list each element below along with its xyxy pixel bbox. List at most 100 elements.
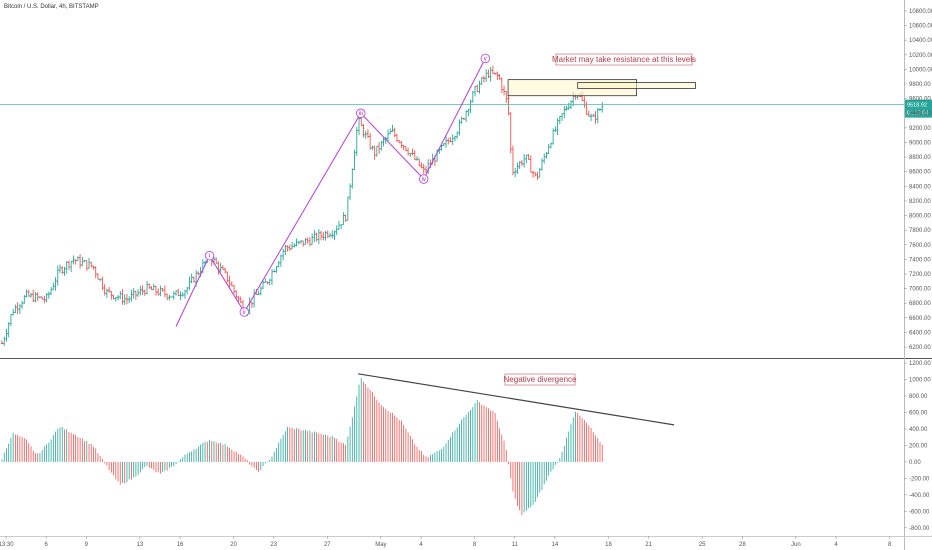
price-candle	[554, 126, 557, 133]
price-candle	[418, 158, 421, 167]
price-candle	[270, 269, 274, 285]
price-candle	[58, 264, 62, 273]
price-candle	[516, 162, 519, 174]
price-candle	[342, 212, 345, 226]
histogram-axis-label: 800.00	[909, 394, 928, 400]
price-candle	[464, 110, 468, 123]
price-candle	[339, 224, 343, 229]
time-axis-label: 27	[324, 542, 331, 548]
price-candle	[132, 288, 135, 299]
price-candle	[78, 254, 82, 269]
price-candle	[324, 231, 327, 241]
price-candle	[38, 296, 42, 299]
price-candle	[286, 245, 289, 252]
price-candle	[496, 71, 499, 80]
wave-label-i: i	[204, 251, 215, 261]
price-candle	[391, 124, 394, 133]
price-axis-label: 7400.00	[909, 257, 931, 263]
price-candle	[20, 300, 24, 309]
price-candle	[290, 241, 294, 250]
divergence-annotation-box	[504, 373, 576, 386]
price-candle	[226, 271, 229, 283]
price-candle	[447, 137, 450, 145]
price-candle	[382, 136, 385, 147]
divergence-annotation: Negative divergence	[504, 373, 577, 386]
time-axis-label: 23	[270, 542, 277, 548]
price-candle	[368, 133, 372, 150]
price-axis-label: 8800.00	[909, 155, 931, 161]
price-axis-label: 6400.00	[909, 330, 931, 336]
price-candle	[119, 291, 122, 300]
price-candle	[257, 290, 260, 295]
price-candle	[143, 289, 147, 296]
current-price-label: 9518.92	[907, 103, 927, 109]
elliott-wave-path	[175, 58, 486, 327]
wave-label-text: v	[484, 56, 487, 62]
price-candle	[52, 282, 55, 290]
price-candle	[114, 296, 117, 302]
wave-label-text: iv	[422, 177, 426, 183]
price-candle	[90, 261, 93, 268]
price-candle	[420, 162, 423, 169]
price-candle	[563, 105, 566, 119]
time-axis-label: 11	[512, 542, 519, 548]
price-candle	[400, 140, 403, 149]
price-candle	[54, 277, 57, 291]
time-axis-label: 21	[645, 542, 652, 548]
price-candle	[373, 145, 376, 160]
price-candle	[473, 86, 477, 97]
wave-label-circle	[480, 53, 491, 64]
price-axis-label: 10000.00	[909, 67, 932, 73]
price-candle	[531, 170, 535, 178]
price-candle	[264, 278, 267, 283]
price-candle	[16, 302, 19, 315]
price-candle	[413, 150, 416, 161]
price-candle	[221, 265, 225, 270]
price-candle	[313, 230, 316, 243]
wave-label-ii: ii	[239, 307, 250, 317]
price-candle	[302, 240, 305, 247]
countdown-label: 01:17:04	[907, 111, 928, 117]
price-candle	[34, 291, 37, 303]
price-candle	[239, 296, 242, 303]
resistance-annotation-text: Market may take resistance at this level…	[552, 55, 696, 64]
wave-label-circle	[204, 251, 215, 261]
time-axis-label: 6	[45, 542, 49, 548]
price-candle	[395, 133, 399, 142]
time-axis-label: 13:30	[0, 542, 14, 548]
price-candle	[130, 289, 133, 302]
price-candle	[462, 117, 466, 120]
price-candle	[170, 296, 173, 298]
price-candle	[487, 69, 490, 79]
price-candle	[565, 106, 568, 111]
price-candle	[181, 292, 184, 297]
price-axis-label: 7200.00	[909, 272, 931, 278]
time-axis-label: 8	[473, 542, 477, 548]
price-candle	[587, 110, 591, 117]
price-candle	[87, 258, 91, 269]
price-candle	[326, 230, 329, 239]
price-candle	[393, 127, 396, 138]
price-candle	[478, 80, 481, 94]
time-axis-label: 13	[137, 542, 144, 548]
wave-label-v: v	[480, 53, 491, 64]
price-candle	[540, 158, 544, 171]
price-candle	[415, 156, 419, 161]
price-candle	[455, 131, 459, 139]
price-candle	[491, 65, 495, 75]
price-candle	[161, 287, 164, 292]
price-candle	[460, 116, 463, 124]
price-candle	[344, 214, 347, 222]
price-candle	[596, 107, 599, 124]
histogram-bars	[1, 378, 603, 516]
price-axis-label: 10200.00	[909, 53, 932, 59]
price-candle	[96, 273, 100, 280]
price-candle	[335, 225, 338, 236]
histogram-axis-label: 1000.00	[909, 378, 931, 384]
price-candle	[328, 232, 332, 238]
price-candle	[467, 108, 470, 117]
price-candle	[259, 286, 263, 296]
price-candle	[442, 143, 445, 147]
price-axis-label: 7000.00	[909, 287, 931, 293]
